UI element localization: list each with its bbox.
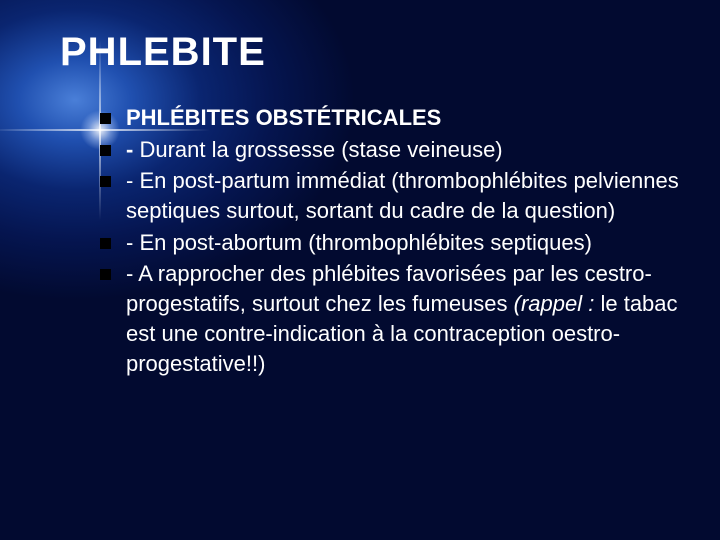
slide-content: PHLEBITE PHLÉBITES OBSTÉTRICALES - Duran… — [0, 0, 720, 400]
list-item: - En post-abortum (thrombophlébites sept… — [100, 228, 680, 258]
list-item: PHLÉBITES OBSTÉTRICALES — [100, 103, 680, 133]
list-item: - Durant la grossesse (stase veineuse) — [100, 135, 680, 165]
slide-title: PHLEBITE — [60, 30, 680, 75]
bullet-text: - En post-abortum (thrombophlébites sept… — [126, 230, 592, 255]
bullet-italic-text: (rappel : — [514, 291, 601, 316]
bullet-list: PHLÉBITES OBSTÉTRICALES - Durant la gros… — [60, 103, 680, 378]
bullet-text: - En post-partum immédiat (thrombophlébi… — [126, 168, 679, 223]
list-item: - A rapprocher des phlébites favorisées … — [100, 259, 680, 378]
bullet-text: Durant la grossesse (stase veineuse) — [139, 137, 502, 162]
bullet-bold-text: PHLÉBITES OBSTÉTRICALES — [126, 105, 441, 130]
bullet-bold-text: - — [126, 137, 139, 162]
list-item: - En post-partum immédiat (thrombophlébi… — [100, 166, 680, 225]
